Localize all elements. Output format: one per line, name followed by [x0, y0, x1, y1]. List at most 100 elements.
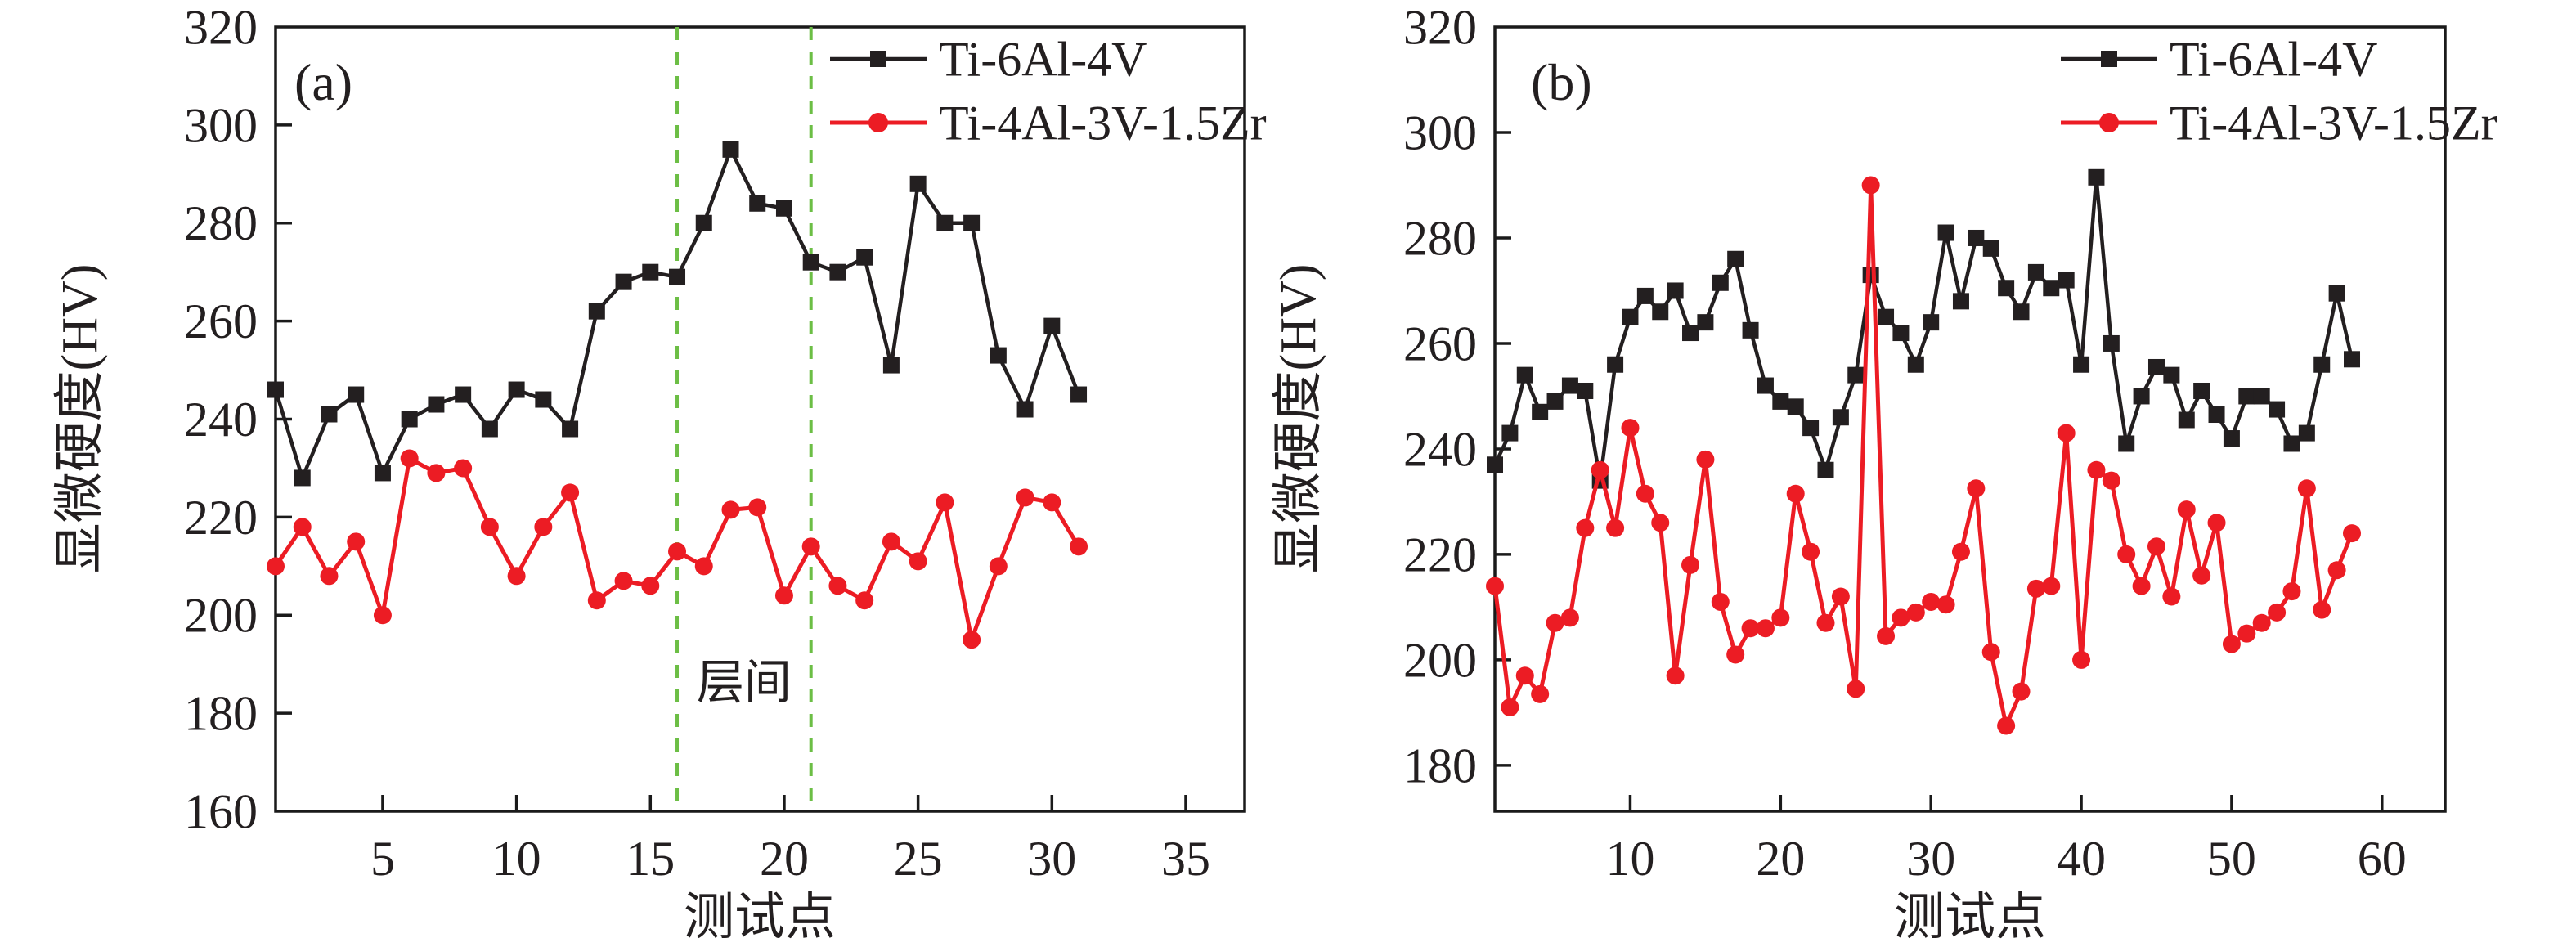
data-point-square	[401, 411, 418, 428]
data-point-circle	[1771, 608, 1790, 627]
data-point-circle	[561, 483, 580, 502]
data-point-square	[1982, 240, 1999, 257]
legend-marker-square	[870, 51, 886, 67]
data-point-square	[2163, 366, 2180, 384]
data-point-circle	[480, 518, 499, 536]
data-point-square	[2283, 435, 2300, 452]
data-point-square	[1652, 303, 1669, 321]
data-point-circle	[587, 591, 606, 610]
data-point-circle	[1043, 493, 1061, 512]
data-point-circle	[2313, 600, 2331, 619]
x-tick-label: 5	[370, 832, 395, 886]
data-point-circle	[2147, 537, 2165, 556]
data-point-circle	[774, 586, 793, 605]
x-tick-label: 35	[1161, 832, 1210, 886]
series-markers-ti6al4v	[1487, 168, 2361, 489]
data-point-square	[1622, 308, 1639, 325]
data-point-square	[2073, 356, 2090, 373]
data-point-square	[1772, 393, 1789, 410]
data-point-circle	[1636, 484, 1654, 503]
x-tick-label: 20	[760, 832, 809, 886]
data-point-circle	[1831, 587, 1850, 606]
data-point-circle	[2282, 582, 2301, 601]
x-tick-label: 50	[2207, 832, 2256, 886]
data-point-square	[1487, 456, 1503, 474]
data-point-square	[1697, 314, 1714, 331]
data-point-circle	[748, 498, 767, 517]
y-tick-label: 300	[1403, 105, 1477, 159]
data-point-square	[1712, 274, 1729, 291]
data-point-square	[1817, 461, 1834, 478]
data-point-circle	[2057, 424, 2076, 442]
data-point-square	[1847, 366, 1865, 384]
data-point-circle	[507, 567, 526, 586]
data-point-square	[936, 214, 954, 231]
legend-label: Ti-6Al-4V	[939, 32, 1147, 86]
data-point-circle	[534, 518, 553, 536]
interlayer-label: 层间	[697, 656, 792, 709]
y-tick-label: 220	[184, 491, 258, 545]
data-point-square	[508, 381, 525, 398]
data-point-circle	[1651, 514, 1670, 532]
panel-a: 160 180 200 220 240 260 280 300 320 5 10 15 20 25 30 35…	[52, 0, 1267, 945]
data-point-circle	[1016, 488, 1034, 507]
data-point-square	[2013, 303, 2030, 321]
legend-label: Ti-4Al-3V-1.5Zr	[2170, 96, 2497, 150]
data-point-circle	[936, 493, 954, 512]
data-point-circle	[2072, 650, 2091, 669]
data-point-circle	[1591, 460, 1609, 479]
data-point-square	[2269, 401, 2286, 418]
legend-label: Ti-6Al-4V	[2170, 32, 2378, 86]
plot-border	[1493, 25, 2447, 813]
data-point-square	[1952, 293, 1969, 310]
x-tick-label: 10	[492, 832, 541, 886]
data-point-circle	[2102, 471, 2120, 490]
data-point-circle	[614, 572, 633, 590]
x-tick-label: 30	[1027, 832, 1076, 886]
x-tick-label: 20	[1756, 832, 1805, 886]
data-point-square	[1802, 420, 1820, 437]
data-point-circle	[1501, 698, 1519, 716]
data-point-square	[802, 254, 819, 271]
data-point-circle	[1681, 555, 1700, 574]
x-tick-label: 60	[2358, 832, 2407, 886]
data-point-square	[1998, 280, 2015, 297]
data-point-circle	[882, 532, 900, 551]
series-markers-ti4al3v15zr	[267, 449, 1088, 649]
data-point-square	[2103, 334, 2120, 352]
data-point-square	[1532, 403, 1549, 420]
data-point-square	[588, 303, 605, 320]
data-point-square	[1682, 325, 1699, 342]
data-point-square	[882, 357, 900, 374]
data-point-square	[2253, 388, 2270, 405]
data-point-circle	[1906, 603, 1925, 622]
data-point-square	[722, 141, 739, 158]
x-tick-label: 30	[1906, 832, 1955, 886]
y-axis-title: 显微硬度(HV)	[1271, 264, 1326, 574]
data-point-square	[267, 381, 284, 398]
data-point-circle	[267, 557, 285, 576]
data-point-circle	[1546, 613, 1564, 632]
data-point-circle	[1967, 479, 1986, 498]
data-point-square	[2208, 406, 2225, 424]
data-point-circle	[2087, 460, 2106, 479]
data-point-square	[2238, 388, 2255, 405]
data-point-circle	[1560, 608, 1579, 627]
data-point-square	[1862, 267, 1879, 284]
x-tick-label: 10	[1605, 832, 1654, 886]
data-point-square	[2043, 280, 2060, 297]
data-point-square	[1742, 321, 1759, 339]
y-tick-label: 180	[1403, 738, 1477, 792]
y-tick-label: 300	[184, 98, 258, 152]
data-point-circle	[1696, 450, 1715, 469]
data-point-square	[1892, 325, 1910, 342]
data-point-circle	[2207, 514, 2226, 532]
data-point-circle	[2268, 603, 2287, 622]
data-point-circle	[1816, 613, 1835, 632]
data-point-circle	[989, 557, 1008, 576]
x-tick-label: 25	[894, 832, 943, 886]
panel-corner-label: (a)	[294, 53, 352, 111]
data-point-square	[642, 263, 659, 281]
data-point-square	[2147, 358, 2165, 375]
data-point-circle	[2297, 479, 2316, 498]
